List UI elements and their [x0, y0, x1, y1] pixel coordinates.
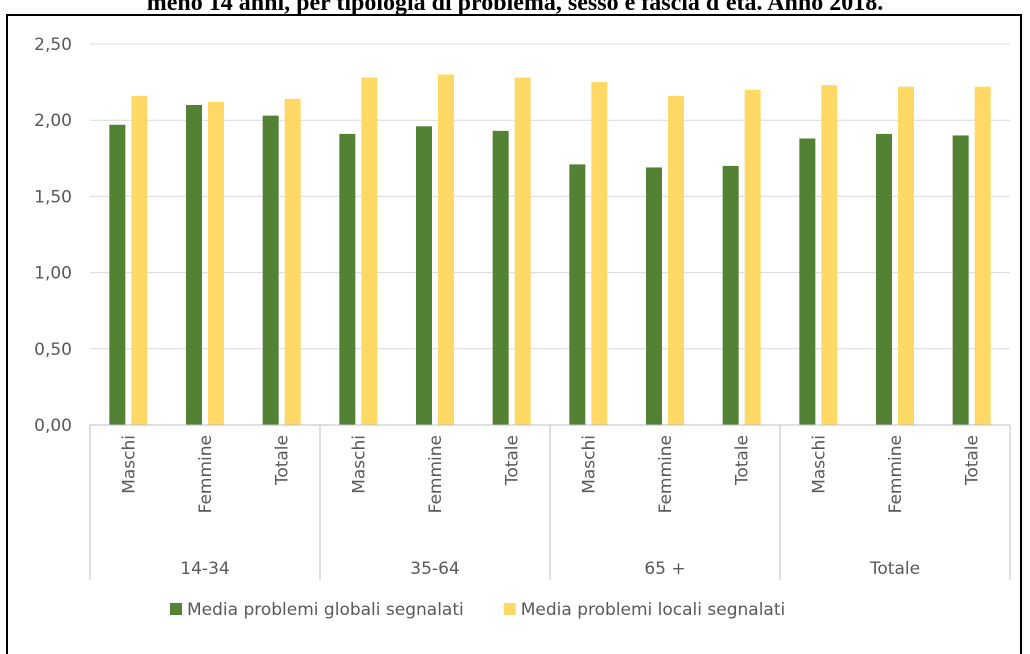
- chart-frame: [6, 14, 1022, 654]
- x-category-label: Femmine: [196, 435, 216, 513]
- bar: [262, 115, 279, 426]
- x-category-label: Maschi: [349, 435, 369, 494]
- bar: [284, 98, 301, 425]
- y-tick-label: 1,50: [34, 187, 72, 207]
- bar: [821, 85, 838, 425]
- bar: [186, 104, 202, 426]
- bar: [109, 124, 126, 425]
- x-group-label: 65 +: [644, 559, 685, 579]
- bar: [668, 95, 684, 425]
- x-group-label: Totale: [869, 559, 920, 579]
- x-category-label: Maschi: [809, 435, 829, 494]
- gridlines: [90, 43, 1010, 350]
- x-category-label: Totale: [503, 435, 523, 486]
- x-category-label: Femmine: [426, 435, 446, 513]
- x-category-label: Femmine: [886, 435, 906, 513]
- x-category-label: Maschi: [119, 435, 139, 494]
- x-category-label: Totale: [963, 435, 983, 486]
- bar: [646, 167, 662, 425]
- legend-swatch: [503, 603, 516, 615]
- bar: [514, 77, 531, 425]
- x-group-label: 35-64: [410, 559, 459, 579]
- legend-swatch: [170, 603, 182, 615]
- bar: [438, 74, 454, 425]
- bars: [109, 74, 991, 426]
- bar: [416, 126, 432, 426]
- x-category-label: Totale: [733, 435, 753, 486]
- x-category-label: Totale: [273, 435, 293, 486]
- y-tick-label: 2,50: [34, 35, 72, 55]
- y-tick-label: 1,00: [34, 264, 72, 284]
- bar: [952, 135, 969, 425]
- x-group-label: 14-34: [180, 559, 229, 579]
- y-tick-label: 0,50: [34, 340, 72, 360]
- bar: [492, 130, 509, 426]
- bar: [339, 133, 356, 425]
- y-tick-label: 0,00: [34, 416, 72, 436]
- bar: [744, 89, 761, 425]
- bar: [876, 133, 892, 425]
- legend: Media problemi globali segnalati Media pr…: [170, 600, 785, 620]
- bar: [898, 86, 914, 425]
- bar: [974, 86, 991, 425]
- y-axis-tick-labels: 0,00 0,50 1,00 1,50 2,00 2,50: [34, 35, 72, 436]
- y-tick-label: 2,00: [34, 111, 72, 131]
- bar: [799, 138, 816, 425]
- chart-title: meno 14 anni, per tipologia di problema,…: [146, 0, 884, 16]
- bar: [722, 165, 739, 426]
- bar: [569, 164, 586, 425]
- bar: [131, 95, 148, 425]
- bar: [208, 101, 224, 426]
- x-category-label: Maschi: [579, 435, 599, 494]
- legend-label: Media problemi globali segnalati: [187, 600, 464, 620]
- legend-label: Media problemi locali segnalati: [521, 600, 786, 620]
- bar: [361, 77, 378, 425]
- x-category-label: Femmine: [656, 435, 676, 513]
- bar: [591, 82, 608, 425]
- x-axis: Maschi Femmine Totale 14-34 Maschi Femmine Tot…: [89, 424, 1011, 580]
